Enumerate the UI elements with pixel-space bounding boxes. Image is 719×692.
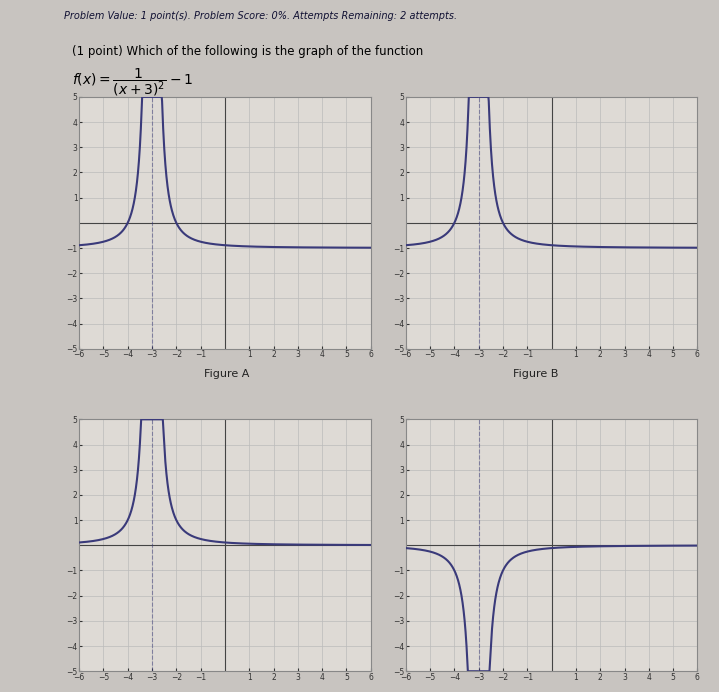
Text: Figure B: Figure B [513, 369, 559, 379]
Text: (1 point) Which of the following is the graph of the function: (1 point) Which of the following is the … [72, 45, 423, 58]
Text: Figure A: Figure A [203, 369, 249, 379]
Text: $f(x) = \dfrac{1}{(x+3)^2} - 1$: $f(x) = \dfrac{1}{(x+3)^2} - 1$ [72, 66, 193, 98]
Text: Problem Value: 1 point(s). Problem Score: 0%. Attempts Remaining: 2 attempts.: Problem Value: 1 point(s). Problem Score… [64, 10, 457, 21]
